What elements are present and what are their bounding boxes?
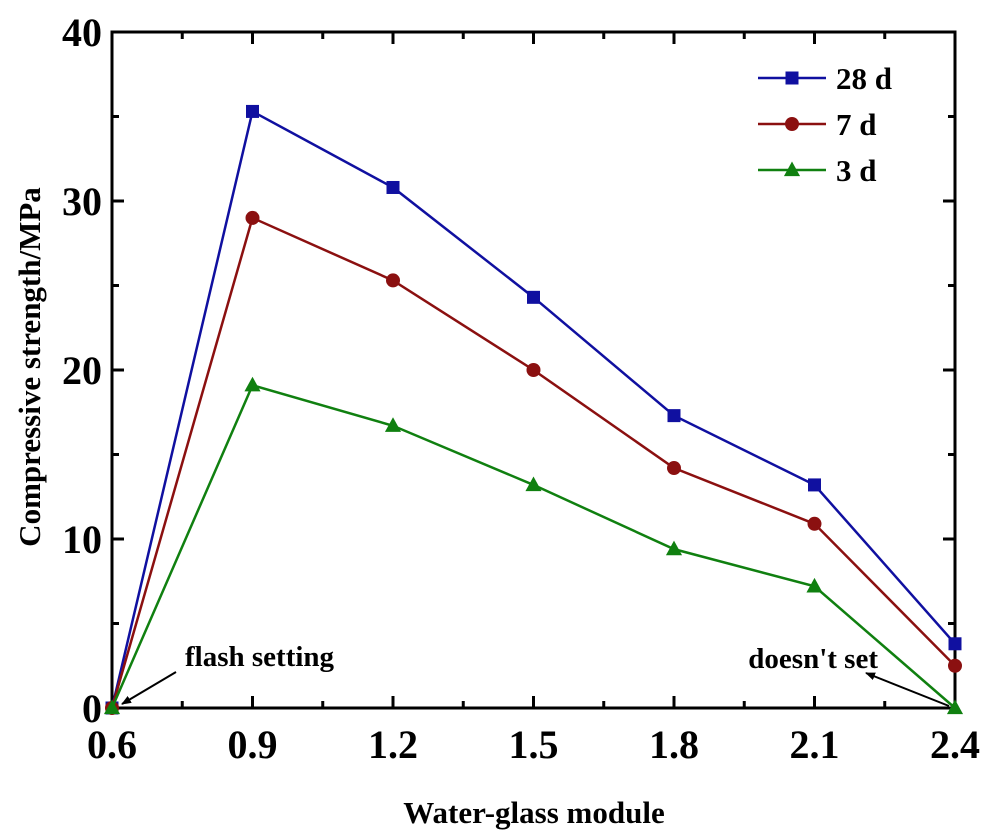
x-tick-label: 1.8 (649, 722, 699, 767)
data-point-28d (667, 409, 681, 423)
data-point-28d (386, 180, 400, 194)
y-axis-title: Compressive strength/MPa (12, 187, 47, 547)
y-tick-label: 30 (62, 179, 102, 224)
data-point-7d (526, 363, 541, 377)
legend-marker-28d (785, 71, 799, 85)
data-point-28d (948, 637, 962, 651)
annotation-arrow-flash-setting (121, 671, 177, 705)
annotation-flash-setting: flash setting (185, 641, 335, 673)
plot-area: 0 10 20 30 40 0.6 0.9 1.2 1.5 1.8 2.1 2.4 28 d 7 d 3 d… (62, 10, 980, 767)
annotation-doesnt-set: doesn't set (748, 643, 878, 675)
data-point-3d (525, 476, 542, 492)
legend-label-7d: 7 d (836, 107, 877, 142)
annotation-arrow-doesnt-set (865, 672, 950, 707)
data-point-7d (807, 516, 822, 531)
y-tick-label: 10 (62, 517, 102, 562)
x-axis-title: Water-glass module (403, 795, 664, 830)
data-point-28d (527, 290, 540, 304)
data-point-7d (948, 658, 962, 673)
data-point-3d (244, 376, 261, 392)
x-tick-label: 2.4 (930, 722, 980, 767)
legend-marker-7d (785, 117, 799, 131)
data-point-3d (946, 699, 964, 715)
data-point-7d (245, 210, 260, 225)
data-point-7d (386, 273, 400, 288)
series-line-28d (110, 109, 956, 709)
legend-label-3d: 3 d (836, 153, 877, 188)
y-tick-label: 0 (82, 686, 102, 731)
legend-label-28d: 28 d (836, 61, 892, 96)
x-tick-label: 1.2 (368, 722, 418, 767)
data-point-3d (384, 417, 402, 432)
x-tick-label: 0.6 (87, 722, 137, 767)
data-point-28d (808, 478, 821, 492)
x-tick-label: 2.1 (790, 722, 840, 767)
data-point-3d (806, 577, 823, 593)
data-point-28d (246, 104, 259, 118)
data-point-7d (667, 461, 681, 476)
y-tick-label: 40 (62, 10, 102, 55)
data-point-3d (665, 540, 683, 556)
x-tick-label: 0.9 (228, 722, 278, 767)
legend-marker-3d (783, 161, 801, 177)
data-point-3d (103, 699, 121, 715)
y-tick-label: 20 (62, 348, 102, 393)
x-tick-label: 1.5 (509, 722, 559, 767)
